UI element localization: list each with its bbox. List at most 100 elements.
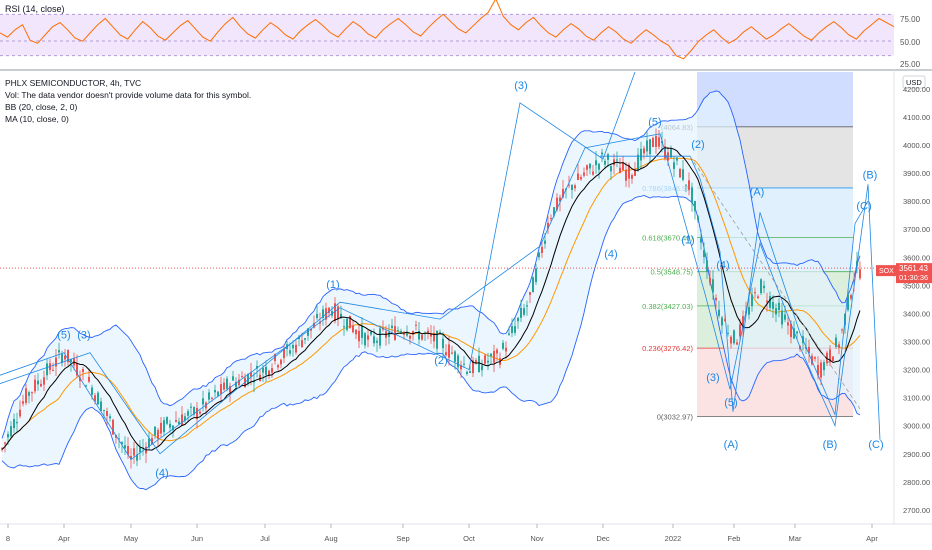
candle-body: [442, 338, 444, 349]
candle-body: [157, 430, 159, 439]
candle-body: [589, 163, 591, 169]
candle-body: [76, 363, 78, 376]
wave-label: (B): [823, 439, 838, 451]
candle-body: [25, 388, 27, 403]
candle-body: [481, 365, 483, 371]
wave-label: (5): [57, 330, 70, 342]
candle-body: [814, 357, 816, 359]
candle-body: [736, 342, 738, 345]
candle-body: [100, 401, 102, 411]
candle-body: [406, 332, 408, 336]
candle-body: [550, 218, 552, 220]
candle-body: [7, 434, 9, 438]
symbol-title[interactable]: PHLX SEMICONDUCTOR, 4h, TVC: [5, 78, 141, 88]
candle-body: [718, 309, 720, 316]
candle-body: [304, 338, 306, 340]
candle-body: [427, 330, 429, 333]
candle-body: [730, 336, 732, 344]
candle-body: [841, 329, 843, 331]
candle-body: [301, 340, 303, 348]
candle-body: [460, 365, 462, 370]
candle-body: [508, 333, 510, 335]
candle-body: [475, 360, 477, 364]
candle-body: [370, 331, 372, 335]
candlesticks: [1, 128, 861, 469]
wave-label: (2): [434, 355, 447, 367]
elliott-wave-lines[interactable]: [0, 71, 881, 460]
wave-line[interactable]: [600, 155, 869, 417]
candle-body: [598, 163, 600, 170]
price-tick: 3800.00: [903, 197, 930, 206]
candle-body: [547, 222, 549, 229]
price-tick: 3400.00: [903, 309, 930, 318]
candle-body: [172, 425, 174, 431]
candle-body: [604, 160, 606, 165]
candle-body: [37, 380, 39, 385]
price-tag: [896, 263, 932, 284]
candle-body: [139, 447, 141, 453]
candle-body: [166, 417, 168, 424]
candle-body: [496, 349, 498, 354]
candle-body: [775, 308, 777, 315]
candle-body: [580, 177, 582, 180]
last-price-value: 3561.43: [899, 264, 928, 273]
candle-body: [58, 350, 60, 353]
candle-body: [148, 438, 150, 448]
last-price-badge: SOX 3561.43 01:30:36: [876, 263, 932, 284]
candle-body: [220, 384, 222, 394]
candle-body: [526, 305, 528, 307]
candle-body: [772, 302, 774, 309]
candle-body: [289, 350, 291, 354]
candle-body: [310, 328, 312, 331]
rsi-band: [0, 14, 894, 56]
price-tick: 2900.00: [903, 450, 930, 459]
candle-body: [274, 354, 276, 362]
wave-label: (C): [868, 439, 883, 451]
candle-body: [361, 325, 363, 338]
candle-body: [835, 337, 837, 347]
candle-body: [817, 364, 819, 376]
legend-bb: BB (20, close, 2, 0): [5, 102, 77, 112]
candle-body: [352, 325, 354, 333]
candle-body: [430, 333, 432, 337]
wave-line[interactable]: [0, 133, 881, 455]
candle-body: [577, 173, 579, 181]
wave-label: (3): [706, 372, 719, 384]
candle-body: [226, 378, 228, 389]
wave-label: (3): [514, 80, 527, 92]
time-tick: Sep: [396, 534, 409, 543]
candle-body: [445, 352, 447, 356]
candle-body: [88, 376, 90, 382]
candle-body: [196, 407, 198, 419]
candle-body: [808, 346, 810, 354]
candle-body: [376, 340, 378, 343]
currency-badge: [902, 75, 926, 89]
wave-label: (4): [604, 248, 617, 260]
candle-body: [535, 268, 537, 283]
price-axis[interactable]: USD 4200.00 4100.00 4000.00 3900.00 3800.00 3…: [893, 70, 930, 524]
candle-body: [112, 419, 114, 435]
candle-body: [199, 411, 201, 414]
candle-body: [169, 423, 171, 428]
candle-body: [469, 371, 471, 373]
time-axis[interactable]: 8 Apr May Jun Jul Aug Sep Oct Nov Dec 2022 Feb Mar Ap…: [0, 523, 932, 543]
wave-line[interactable]: [0, 71, 636, 460]
candle-body: [439, 332, 441, 334]
candle-body: [601, 152, 603, 155]
candle-body: [448, 344, 450, 358]
candle-body: [256, 365, 258, 369]
candle-body: [610, 166, 612, 172]
candle-body: [832, 356, 834, 362]
candle-body: [322, 309, 324, 318]
candle-body: [727, 332, 729, 334]
candle-body: [364, 333, 366, 346]
candle-body: [463, 363, 465, 365]
candle-body: [466, 371, 468, 374]
candle-body: [790, 323, 792, 338]
candle-body: [22, 401, 24, 404]
candle-body: [556, 197, 558, 210]
candle-body: [436, 330, 438, 349]
candle-body: [232, 376, 234, 381]
candle-body: [400, 331, 402, 333]
candle-body: [265, 366, 267, 375]
